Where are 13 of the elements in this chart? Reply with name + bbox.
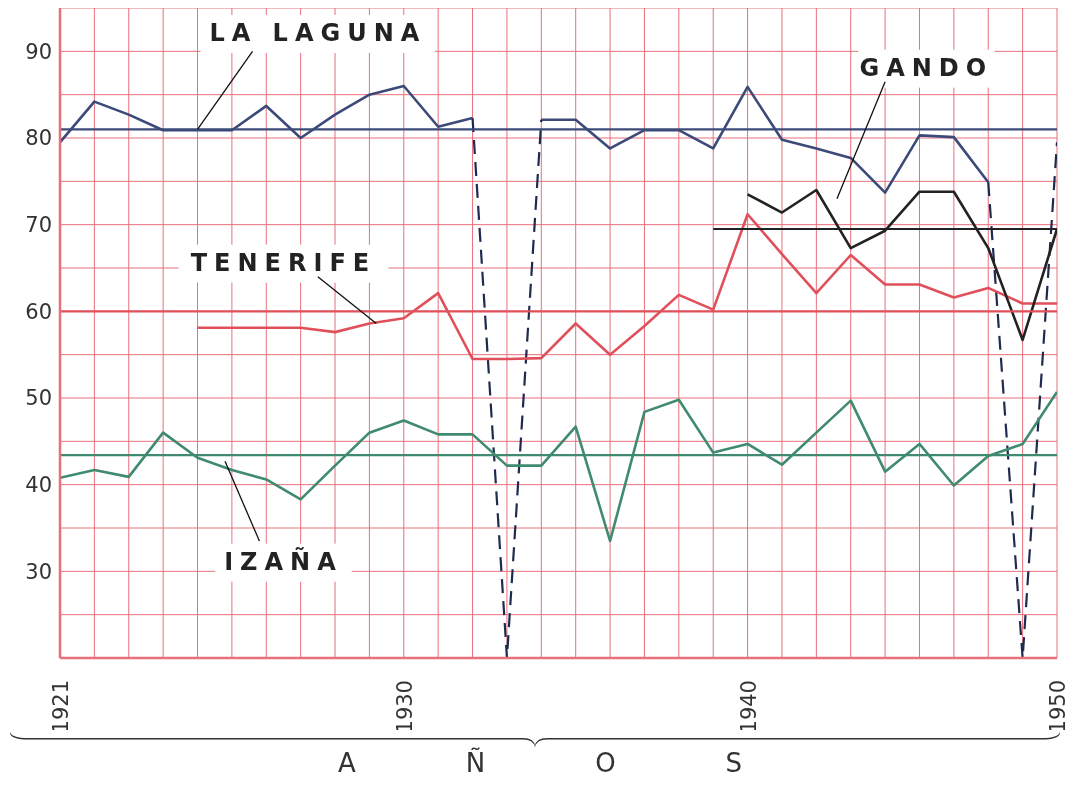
y-tick-label: 70: [25, 213, 52, 238]
series-label: LA LAGUNA: [209, 19, 427, 47]
y-tick-label: 50: [25, 386, 52, 411]
y-tick-label: 60: [25, 299, 52, 324]
text: IZAÑA: [224, 546, 343, 576]
x-axis-title: AÑOS: [336, 748, 854, 778]
series-label: TENERIFE: [190, 248, 377, 277]
y-tick-label: 80: [25, 126, 52, 151]
y-tick-label: 90: [25, 39, 52, 64]
text: GANDO: [859, 53, 994, 82]
y-tick-label: 30: [25, 559, 52, 584]
y-tick-label: 40: [25, 473, 52, 498]
line-series: [60, 390, 1057, 543]
